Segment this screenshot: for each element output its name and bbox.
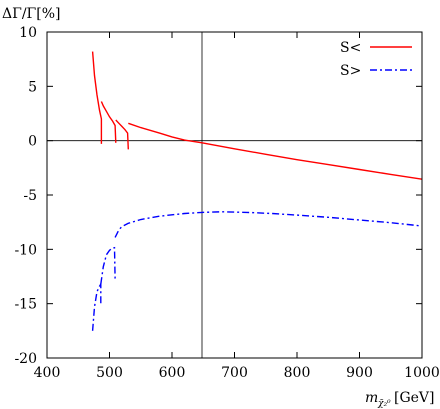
series-line xyxy=(115,119,129,150)
plot-frame xyxy=(46,31,423,359)
y-tick-label: -20 xyxy=(14,351,37,367)
reference-lines xyxy=(47,32,422,358)
series-s-less xyxy=(91,51,423,180)
x-axis-title-unit: [GeV] xyxy=(394,390,435,406)
x-tick-label: 700 xyxy=(221,365,248,381)
legend-label: S> xyxy=(340,63,361,79)
y-tick-label: -10 xyxy=(14,242,37,258)
series-line xyxy=(114,211,423,238)
x-tick-label: 900 xyxy=(346,365,373,381)
series-line xyxy=(91,281,102,331)
y-tick-label: -15 xyxy=(14,297,37,313)
x-tick-label: 400 xyxy=(34,365,61,381)
x-tick-label: 1000 xyxy=(404,365,440,381)
tick-labels: 400 500 600 700 800 900 1000 -20 -15 -10 -5 0 5 10 xyxy=(14,25,439,381)
series-line xyxy=(91,51,103,144)
y-tick-label: 5 xyxy=(28,79,37,95)
x-axis-title-subscript: χ̃₂⁰ xyxy=(377,398,391,409)
series-layer xyxy=(91,51,423,331)
x-axis-title: m χ̃₂⁰ [GeV] xyxy=(365,390,435,409)
series-line xyxy=(128,122,423,180)
series-line xyxy=(100,101,117,143)
x-tick-label: 500 xyxy=(96,365,123,381)
x-tick-label: 800 xyxy=(284,365,311,381)
y-tick-label: -5 xyxy=(23,188,37,204)
axis-ticks xyxy=(46,31,423,359)
y-axis-title: ΔΓ/Γ[%] xyxy=(2,6,60,22)
y-tick-label: 10 xyxy=(19,25,37,41)
x-axis-title-main: m xyxy=(365,390,378,406)
legend-label: S< xyxy=(340,40,361,56)
series-s-greater xyxy=(91,211,423,331)
x-tick-label: 600 xyxy=(159,365,186,381)
legend: S< S> xyxy=(340,40,412,79)
y-tick-label: 0 xyxy=(28,134,37,150)
series-line xyxy=(100,246,116,285)
